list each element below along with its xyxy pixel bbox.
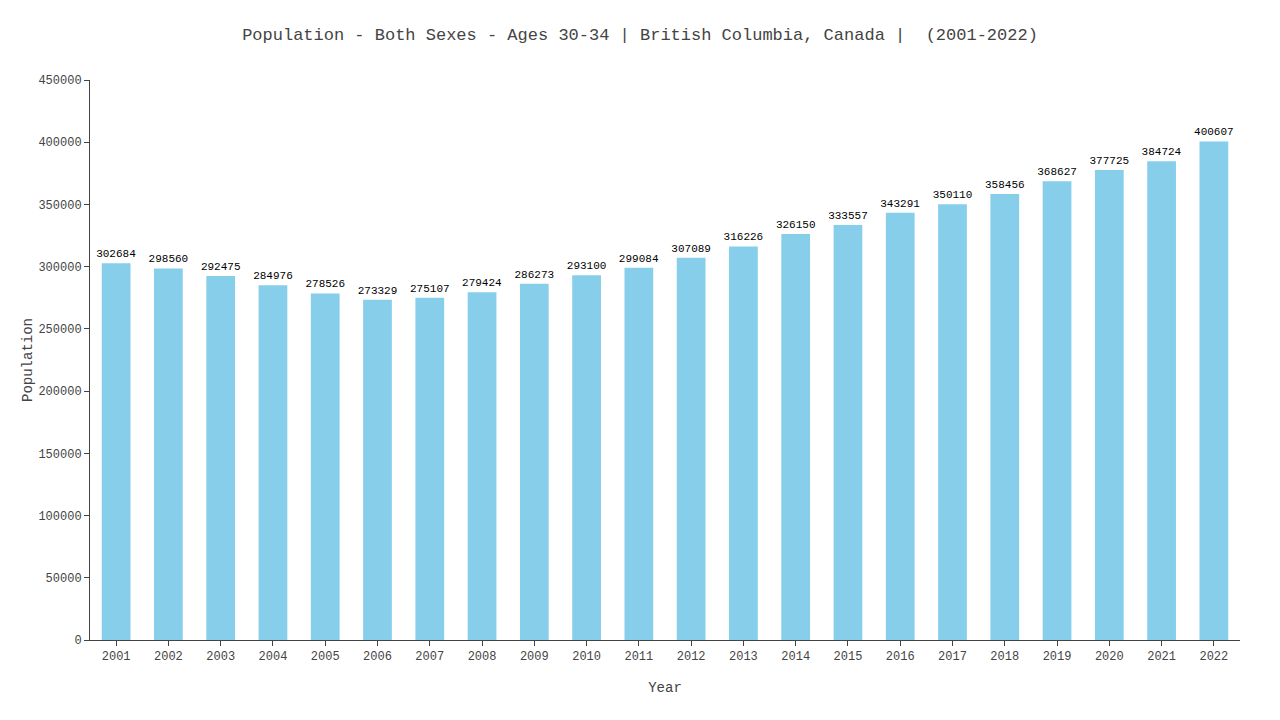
svg-text:302684: 302684 bbox=[96, 248, 136, 260]
svg-text:2020: 2020 bbox=[1095, 650, 1124, 664]
svg-text:450000: 450000 bbox=[38, 74, 81, 88]
svg-text:150000: 150000 bbox=[38, 448, 81, 462]
svg-text:400607: 400607 bbox=[1194, 126, 1234, 138]
svg-text:300000: 300000 bbox=[38, 261, 81, 275]
svg-text:286273: 286273 bbox=[515, 269, 555, 281]
svg-text:2009: 2009 bbox=[520, 650, 549, 664]
svg-text:200000: 200000 bbox=[38, 385, 81, 399]
svg-text:Population - Both Sexes - Ages: Population - Both Sexes - Ages 30-34 | B… bbox=[242, 26, 1038, 45]
svg-text:2015: 2015 bbox=[834, 650, 863, 664]
svg-text:0: 0 bbox=[74, 634, 81, 648]
svg-text:250000: 250000 bbox=[38, 323, 81, 337]
svg-text:2006: 2006 bbox=[363, 650, 392, 664]
svg-text:2018: 2018 bbox=[990, 650, 1019, 664]
svg-text:293100: 293100 bbox=[567, 260, 607, 272]
svg-text:2010: 2010 bbox=[572, 650, 601, 664]
svg-text:2002: 2002 bbox=[154, 650, 183, 664]
svg-text:Population: Population bbox=[20, 318, 36, 402]
svg-text:2014: 2014 bbox=[781, 650, 810, 664]
svg-text:307089: 307089 bbox=[671, 243, 711, 255]
svg-text:2007: 2007 bbox=[415, 650, 444, 664]
svg-text:Year: Year bbox=[648, 680, 682, 696]
svg-text:2013: 2013 bbox=[729, 650, 758, 664]
svg-text:2012: 2012 bbox=[677, 650, 706, 664]
svg-text:343291: 343291 bbox=[880, 198, 920, 210]
svg-text:333557: 333557 bbox=[828, 210, 868, 222]
svg-text:298560: 298560 bbox=[149, 253, 189, 265]
svg-text:350110: 350110 bbox=[933, 189, 973, 201]
svg-text:292475: 292475 bbox=[201, 261, 241, 273]
svg-text:400000: 400000 bbox=[38, 136, 81, 150]
svg-text:368627: 368627 bbox=[1037, 166, 1077, 178]
svg-text:273329: 273329 bbox=[358, 285, 398, 297]
svg-text:2005: 2005 bbox=[311, 650, 340, 664]
svg-text:2016: 2016 bbox=[886, 650, 915, 664]
svg-text:2017: 2017 bbox=[938, 650, 967, 664]
svg-text:2004: 2004 bbox=[259, 650, 288, 664]
svg-text:284976: 284976 bbox=[253, 270, 293, 282]
svg-text:2001: 2001 bbox=[102, 650, 131, 664]
svg-text:50000: 50000 bbox=[46, 572, 82, 586]
svg-text:2022: 2022 bbox=[1199, 650, 1228, 664]
svg-text:279424: 279424 bbox=[462, 277, 502, 289]
svg-text:100000: 100000 bbox=[38, 510, 81, 524]
svg-text:326150: 326150 bbox=[776, 219, 816, 231]
svg-text:316226: 316226 bbox=[724, 231, 764, 243]
svg-text:2003: 2003 bbox=[206, 650, 235, 664]
svg-text:384724: 384724 bbox=[1142, 146, 1182, 158]
svg-text:2011: 2011 bbox=[624, 650, 653, 664]
svg-text:275107: 275107 bbox=[410, 283, 450, 295]
svg-text:358456: 358456 bbox=[985, 179, 1025, 191]
svg-text:299084: 299084 bbox=[619, 253, 659, 265]
svg-text:2019: 2019 bbox=[1043, 650, 1072, 664]
svg-text:2021: 2021 bbox=[1147, 650, 1176, 664]
svg-text:350000: 350000 bbox=[38, 199, 81, 213]
svg-text:2008: 2008 bbox=[468, 650, 497, 664]
svg-text:377725: 377725 bbox=[1090, 155, 1130, 167]
svg-text:278526: 278526 bbox=[305, 278, 345, 290]
